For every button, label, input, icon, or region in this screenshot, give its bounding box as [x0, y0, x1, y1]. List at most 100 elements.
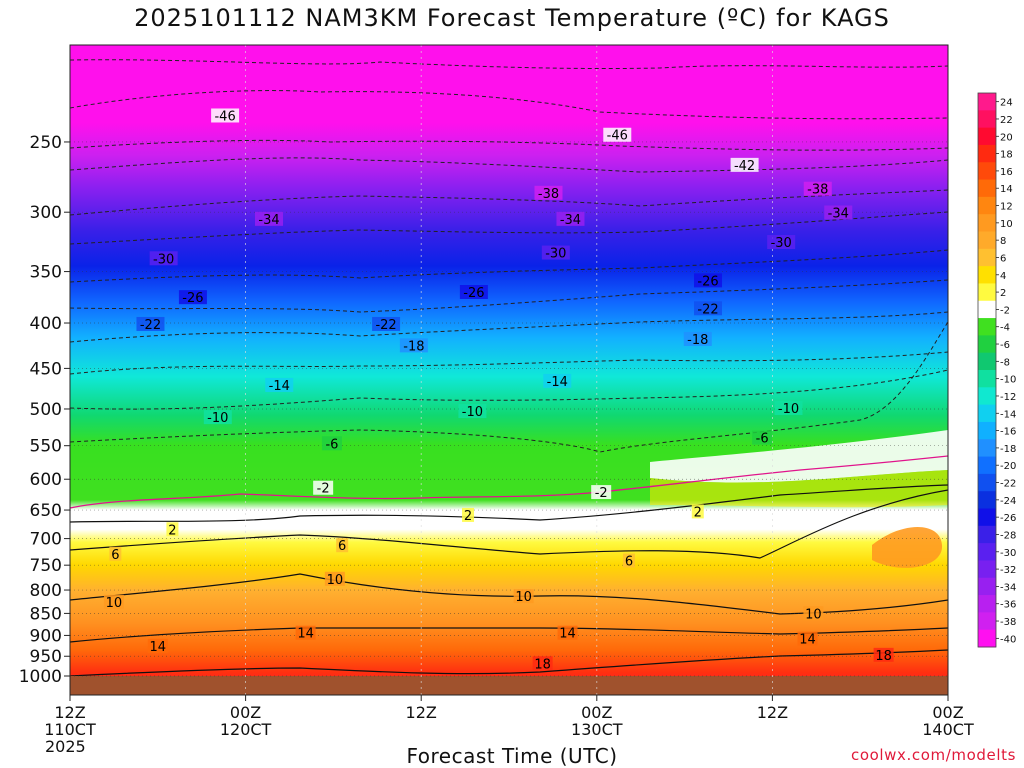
x-tick-label: 130CT: [571, 720, 623, 739]
colorbar-label: -30: [1000, 548, 1016, 559]
isotherm-label: -26: [694, 273, 723, 289]
colorbar-swatch: [978, 508, 996, 527]
isotherm-label-bg: [534, 185, 563, 200]
isotherm-label-text: -46: [214, 109, 235, 124]
colorbar-label: 18: [1000, 150, 1013, 161]
colorbar-label: -14: [1000, 409, 1016, 420]
isotherm-label: 18: [873, 647, 894, 664]
isotherm-label: 14: [557, 625, 578, 642]
isotherm-label-bg: [532, 656, 553, 671]
isotherm-label-text: 6: [625, 555, 633, 570]
x-tick-label: 110CT: [44, 720, 96, 739]
isotherm-label-bg: [462, 507, 475, 522]
y-tick-label: 700: [30, 530, 62, 550]
x-tick-label: 00Z: [581, 703, 612, 722]
y-tick-label: 850: [30, 604, 62, 624]
colorbar-label: -16: [1000, 427, 1016, 438]
isotherm-label-text: -14: [547, 375, 568, 390]
colorbar-swatch: [978, 577, 996, 596]
y-tick-label: 600: [30, 470, 62, 490]
isotherm-label-bg: [372, 316, 401, 331]
colorbar-swatch: [978, 231, 996, 250]
colorbar-label: -8: [1000, 357, 1010, 368]
isotherm-label: -30: [149, 251, 178, 267]
isotherm-label-bg: [459, 284, 488, 299]
isotherm-label-bg: [149, 251, 178, 266]
colorbar-swatch: [978, 110, 996, 129]
colorbar-swatch: [978, 196, 996, 215]
isotherm-label: -10: [458, 404, 487, 420]
isotherm-label-text: -22: [375, 318, 396, 333]
isotherm-label-text: -10: [207, 411, 228, 426]
isotherm-label-text: -26: [697, 274, 718, 289]
isotherm-label-text: -42: [734, 159, 755, 174]
isotherm-label: -14: [265, 377, 294, 394]
isotherm-label-bg: [178, 290, 207, 305]
isotherm-label-bg: [136, 316, 165, 331]
isotherm-label-text: -38: [538, 187, 559, 202]
isotherm-label-bg: [873, 647, 894, 662]
colorbar-frame: [977, 92, 997, 648]
isotherm-label-bg: [694, 273, 723, 288]
colorbar-swatch: [978, 387, 996, 406]
isotherm-label-bg: [321, 436, 342, 451]
source-credit[interactable]: coolwx.com/modelts: [851, 746, 1016, 764]
warm-band-east: [650, 470, 948, 508]
colorbar-label: 14: [1000, 184, 1013, 195]
colorbar-swatch: [978, 525, 996, 544]
colorbar-label: 24: [1000, 98, 1013, 109]
isotherm-label: 6: [336, 538, 349, 554]
colorbar-swatch: [978, 629, 996, 648]
isotherm-label-text: -26: [463, 286, 484, 301]
y-tick-label: 650: [30, 501, 62, 521]
isotherm-label-bg: [683, 331, 712, 346]
isotherm-label-bg: [166, 522, 179, 537]
colorbar-label: 20: [1000, 132, 1013, 143]
isotherm-label: -38: [803, 181, 832, 198]
isotherm-label: 10: [513, 589, 534, 605]
colorbar-label: -2: [1000, 305, 1010, 316]
colorbar-label: 16: [1000, 167, 1013, 178]
y-tick-label: 1000: [19, 667, 62, 687]
isotherm-label-bg: [824, 205, 853, 220]
colorbar-swatch: [978, 370, 996, 388]
isotherm-label-bg: [556, 211, 585, 226]
colorbar-swatch: [978, 473, 996, 492]
isotherm-label-bg: [147, 638, 168, 653]
colorbar-swatch: [978, 248, 996, 267]
colorbar-label: -18: [1000, 444, 1016, 455]
colorbar-swatch: [978, 266, 996, 284]
isotherm-label-text: -26: [182, 291, 203, 306]
isotherm-label-text: -34: [828, 206, 849, 221]
isotherm-label-text: 2: [168, 523, 176, 538]
dashed-isotherms: [70, 59, 948, 453]
colorbar-swatch: [978, 456, 996, 475]
colorbar-swatch: [978, 144, 996, 163]
colorbar-swatch: [978, 318, 996, 336]
colorbar-label: -28: [1000, 530, 1016, 541]
colorbar-label: -38: [1000, 617, 1016, 628]
isotherm-label: -34: [824, 205, 853, 221]
isotherm-label-bg: [265, 377, 294, 392]
colorbar: 24 22 20 18 16 14 12 10 8 6 4 2 -2 -4 -6 -8 -10 -12 -14 -16…: [977, 92, 1016, 648]
isotherm-label: -30: [541, 245, 570, 262]
isotherm-label-text: 14: [150, 640, 167, 655]
colorbar-label: 2: [1000, 288, 1006, 299]
isotherm-label-text: 18: [875, 649, 892, 664]
isotherm-label-bg: [541, 245, 570, 260]
colorbar-swatch: [978, 404, 996, 423]
isotherm-label: 10: [324, 571, 345, 588]
isotherm-label-bg: [255, 211, 284, 226]
colorbar-swatch: [978, 543, 996, 561]
isotherm-label-text: -2: [317, 482, 330, 497]
colorbar-label: 8: [1000, 236, 1006, 247]
y-axis: 2503003504004505005506006507007508008509…: [19, 133, 70, 687]
colorbar-label: -6: [1000, 340, 1010, 351]
isotherm-label: -22: [694, 301, 723, 317]
isotherm-label-bg: [313, 480, 334, 495]
isotherm-label-bg: [458, 404, 487, 419]
isotherm-label-text: -34: [560, 213, 581, 228]
colorbar-label: -4: [1000, 323, 1010, 334]
